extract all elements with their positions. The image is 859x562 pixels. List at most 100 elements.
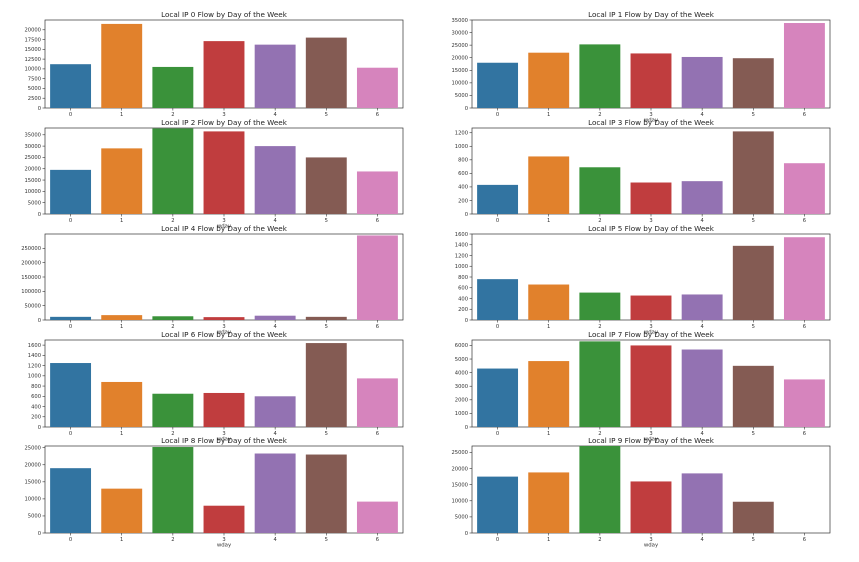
chart-title: Local IP 4 Flow by Day of the Week <box>161 224 288 233</box>
bar-0 <box>477 184 519 214</box>
bar-6 <box>356 67 398 108</box>
bar-4 <box>254 315 296 320</box>
bar-5 <box>732 365 774 427</box>
y-tick-label: 15000 <box>451 482 468 488</box>
y-tick-label: 5000 <box>28 86 41 92</box>
bar-0 <box>477 279 519 320</box>
bar-3 <box>630 182 672 214</box>
bar-6 <box>783 163 825 214</box>
x-tick-label: 2 <box>171 218 174 224</box>
bar-1 <box>528 156 570 214</box>
y-tick-label: 1200 <box>28 363 41 369</box>
y-tick-label: 4000 <box>455 370 468 376</box>
bar-4 <box>254 146 296 214</box>
x-tick-label: 6 <box>376 537 379 543</box>
chart-panel-7: Local IP 7 Flow by Day of the Week 0 1000 2… <box>455 330 831 443</box>
x-tick-label: 3 <box>222 431 225 437</box>
x-tick-label: 0 <box>496 537 499 543</box>
y-tick-label: 0 <box>465 318 468 324</box>
bar-2 <box>152 316 194 320</box>
bar-5 <box>305 157 347 214</box>
x-tick-label: 5 <box>325 218 328 224</box>
y-tick-label: 20000 <box>24 28 41 34</box>
x-tick-label: 1 <box>547 537 550 543</box>
y-tick-label: 1000 <box>455 264 468 270</box>
bar-5 <box>732 501 774 533</box>
y-tick-label: 100000 <box>21 289 41 295</box>
x-tick-label: 4 <box>700 537 704 543</box>
y-tick-label: 5000 <box>455 515 468 521</box>
y-tick-label: 15000 <box>24 178 41 184</box>
bar-5 <box>305 343 347 427</box>
x-tick-label: 0 <box>69 431 72 437</box>
x-tick-label: 2 <box>598 431 601 437</box>
bar-4 <box>681 349 723 427</box>
bar-4 <box>254 453 296 533</box>
x-tick-label: 6 <box>376 324 379 330</box>
y-tick-label: 2500 <box>28 96 41 102</box>
x-axis-label: wday <box>217 224 232 230</box>
y-tick-label: 5000 <box>28 200 41 206</box>
bar-2 <box>579 44 621 108</box>
x-tick-label: 5 <box>752 324 755 330</box>
x-tick-label: 2 <box>598 218 601 224</box>
x-tick-label: 5 <box>325 112 328 118</box>
chart-panel-8: Local IP 8 Flow by Day of the Week 0 5000 1… <box>24 436 404 549</box>
bar-2 <box>579 341 621 427</box>
bar-3 <box>630 481 672 533</box>
x-tick-label: 0 <box>69 218 72 224</box>
bar-3 <box>203 392 245 427</box>
y-tick-label: 20000 <box>451 466 468 472</box>
chart-panel-6: Local IP 6 Flow by Day of the Week 0 200 40… <box>28 330 404 443</box>
x-axis-label: wday <box>644 118 659 124</box>
x-tick-label: 1 <box>547 112 550 118</box>
chart-svg-4: Local IP 4 Flow by Day of the Week 0 50000… <box>21 224 404 336</box>
y-tick-label: 1600 <box>28 343 41 349</box>
y-tick-label: 200 <box>458 307 468 313</box>
x-tick-label: 6 <box>803 112 806 118</box>
x-tick-label: 6 <box>376 112 379 118</box>
x-tick-label: 1 <box>120 324 123 330</box>
bar-3 <box>630 345 672 427</box>
y-tick-label: 10000 <box>451 81 468 87</box>
y-tick-label: 50000 <box>24 303 41 309</box>
x-tick-label: 6 <box>803 218 806 224</box>
x-tick-label: 3 <box>649 112 652 118</box>
y-tick-label: 400 <box>31 404 41 410</box>
y-tick-label: 30000 <box>24 144 41 150</box>
y-tick-label: 12500 <box>24 57 41 63</box>
bar-6 <box>356 378 398 427</box>
x-tick-label: 1 <box>120 431 123 437</box>
x-tick-label: 4 <box>273 112 277 118</box>
x-tick-label: 6 <box>803 324 806 330</box>
x-tick-label: 5 <box>752 537 755 543</box>
x-tick-label: 4 <box>273 218 277 224</box>
y-tick-label: 2000 <box>455 398 468 404</box>
y-tick-label: 200 <box>458 198 468 204</box>
bar-1 <box>528 361 570 427</box>
x-axis-label: wday <box>644 437 659 443</box>
x-tick-label: 2 <box>171 112 174 118</box>
chart-svg-6: Local IP 6 Flow by Day of the Week020040… <box>28 330 404 443</box>
y-tick-label: 0 <box>38 318 41 324</box>
y-tick-label: 20000 <box>451 56 468 62</box>
x-tick-label: 2 <box>171 537 174 543</box>
x-tick-label: 3 <box>222 218 225 224</box>
x-axis-label: wday <box>644 330 659 336</box>
bar-6 <box>356 171 398 214</box>
chart-title: Local IP 2 Flow by Day of the Week <box>161 118 288 127</box>
bar-0 <box>50 64 92 108</box>
y-tick-label: 400 <box>458 296 468 302</box>
x-axis-label: wday <box>644 543 659 549</box>
y-tick-label: 15000 <box>24 480 41 486</box>
x-tick-label: 3 <box>649 324 652 330</box>
bar-0 <box>50 169 92 214</box>
bar-1 <box>101 381 143 427</box>
bar-6 <box>783 23 825 108</box>
bar-4 <box>254 44 296 108</box>
bar-0 <box>477 476 519 533</box>
y-tick-label: 25000 <box>24 446 41 452</box>
y-tick-label: 17500 <box>24 37 41 43</box>
x-tick-label: 3 <box>649 218 652 224</box>
